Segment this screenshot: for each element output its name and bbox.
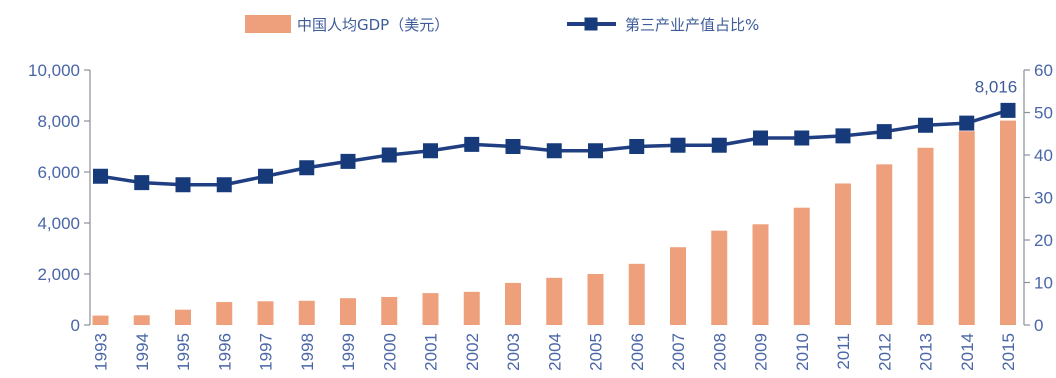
bar-1995 xyxy=(175,309,191,325)
x-axis-label: 2002 xyxy=(463,333,482,371)
line-marker-2009 xyxy=(753,130,768,146)
line-marker-2015 xyxy=(1000,102,1016,118)
bar-2002 xyxy=(463,291,480,325)
line-marker-2001 xyxy=(423,143,438,159)
x-axis-label: 2012 xyxy=(875,333,894,371)
bar-2003 xyxy=(505,282,521,325)
left-axis-ticks: 0 2,000 4,000 6,000 8,000 10,000 xyxy=(28,61,90,335)
bar-series xyxy=(92,120,1016,325)
x-axis-label: 2006 xyxy=(628,333,647,371)
bar-2001 xyxy=(422,293,439,325)
line-marker-2010 xyxy=(794,130,810,146)
right-axis-tick-label: 60 xyxy=(1034,61,1053,80)
x-axis-label: 1993 xyxy=(92,333,111,371)
bar-1998 xyxy=(298,300,315,325)
bar-1999 xyxy=(340,298,356,325)
line-marker-2012 xyxy=(876,124,892,140)
legend-line-marker xyxy=(584,17,598,31)
x-axis-label: 2000 xyxy=(380,333,399,371)
right-axis-tick-label: 50 xyxy=(1034,104,1053,123)
line-marker-1999 xyxy=(340,153,356,169)
left-axis-tick-label: 4,000 xyxy=(37,214,80,233)
right-axis-tick-label: 30 xyxy=(1034,189,1053,208)
line-marker-1997 xyxy=(258,168,273,184)
bar-2014 xyxy=(958,131,975,325)
bar-2006 xyxy=(628,263,645,325)
right-axis-tick-label: 20 xyxy=(1034,231,1053,250)
right-axis-tick-label: 0 xyxy=(1034,316,1043,335)
bar-1997 xyxy=(257,301,274,325)
x-axis-label: 1997 xyxy=(257,333,276,371)
bar-2012 xyxy=(876,164,893,325)
line-marker-2004 xyxy=(546,143,562,159)
bar-2010 xyxy=(793,207,810,325)
bar-2009 xyxy=(752,224,769,325)
line-marker-2007 xyxy=(670,137,686,153)
left-axis-tick-label: 0 xyxy=(71,316,80,335)
x-axis-label: 2004 xyxy=(545,333,564,371)
bar-2015 xyxy=(1000,120,1016,325)
x-axis-label: 2005 xyxy=(587,333,606,371)
legend-bar-swatch xyxy=(245,15,291,33)
legend-bar-label: 中国人均GDP（美元） xyxy=(297,16,449,34)
bar-2007 xyxy=(670,247,686,325)
line-marker-1996 xyxy=(216,177,232,193)
x-axis-label: 2009 xyxy=(752,333,771,371)
right-axis-tick-label: 10 xyxy=(1034,274,1053,293)
x-axis-label: 2001 xyxy=(422,333,441,371)
legend-line-label: 第三产业产值占比% xyxy=(625,16,759,34)
x-axis-label: 2014 xyxy=(958,333,977,371)
line-marker-2014 xyxy=(959,115,975,131)
line-marker-1993 xyxy=(93,168,108,184)
left-axis-tick-label: 10,000 xyxy=(28,61,80,80)
line-marker-1995 xyxy=(175,177,191,193)
x-axis-label: 2010 xyxy=(793,333,812,371)
bar-2005 xyxy=(587,274,604,325)
line-marker-2008 xyxy=(711,137,727,153)
line-marker-2000 xyxy=(381,147,397,163)
left-axis-tick-label: 2,000 xyxy=(37,265,80,284)
bar-2000 xyxy=(381,296,398,325)
data-label-2015: 8,016 xyxy=(975,77,1018,96)
line-series xyxy=(93,102,1016,193)
line-marker-2011 xyxy=(835,128,851,144)
x-axis-label: 2011 xyxy=(834,333,853,370)
bar-1996 xyxy=(216,302,233,325)
line-marker-2002 xyxy=(464,136,480,152)
bar-1994 xyxy=(133,315,150,325)
line-marker-2003 xyxy=(505,139,521,154)
bar-2004 xyxy=(546,277,563,325)
bar-1993 xyxy=(92,315,109,325)
left-axis-tick-label: 6,000 xyxy=(37,163,80,182)
x-axis-label: 2003 xyxy=(504,333,523,371)
x-axis-label: 1994 xyxy=(133,333,152,371)
line-marker-2006 xyxy=(629,139,645,154)
legend: 中国人均GDP（美元） 第三产业产值占比% xyxy=(245,15,759,34)
line-marker-1994 xyxy=(134,175,150,191)
x-axis-label: 2015 xyxy=(999,333,1018,371)
x-axis-label: 2008 xyxy=(710,333,729,371)
bar-2008 xyxy=(711,230,728,325)
line-marker-2013 xyxy=(918,117,933,133)
x-axis-labels: 1993 1994 1995 1996 1997 1998 1999 2000 2001 2002… xyxy=(92,333,1019,371)
x-axis-label: 2013 xyxy=(917,333,936,371)
left-axis-tick-label: 8,000 xyxy=(37,112,80,131)
bar-2013 xyxy=(917,147,934,325)
x-axis-label: 1996 xyxy=(215,333,234,371)
annotations: 8,016 xyxy=(975,77,1018,96)
right-axis-tick-label: 40 xyxy=(1034,146,1053,165)
x-axis-label: 1999 xyxy=(339,333,358,371)
right-axis-ticks: 0 10 20 30 40 50 60 xyxy=(1024,61,1053,335)
x-axis-label: 2007 xyxy=(669,333,688,371)
line-marker-2005 xyxy=(588,143,603,159)
bar-2011 xyxy=(835,183,851,325)
x-axis-label: 1995 xyxy=(174,333,193,371)
x-axis-label: 1998 xyxy=(298,333,317,371)
line-marker-1998 xyxy=(299,160,315,176)
